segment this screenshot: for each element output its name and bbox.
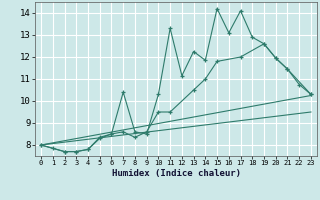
X-axis label: Humidex (Indice chaleur): Humidex (Indice chaleur) <box>111 169 241 178</box>
